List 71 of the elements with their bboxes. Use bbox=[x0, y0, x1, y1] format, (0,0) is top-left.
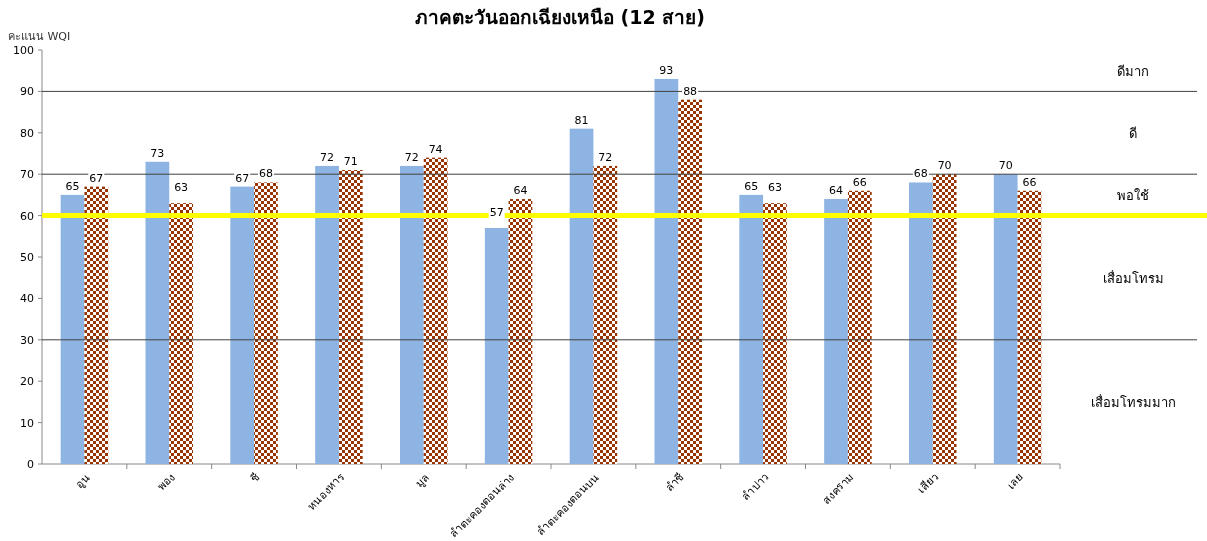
data-label: 66 bbox=[852, 175, 867, 189]
bar bbox=[932, 174, 957, 464]
bar bbox=[654, 78, 679, 464]
data-label: 70 bbox=[937, 159, 952, 173]
data-label: 72 bbox=[598, 150, 613, 164]
bar bbox=[254, 182, 278, 464]
bar bbox=[84, 186, 109, 464]
data-label: 63 bbox=[767, 181, 782, 195]
data-label: 65 bbox=[65, 179, 80, 193]
x-tick-label: อูน bbox=[72, 470, 93, 491]
bar bbox=[763, 203, 787, 464]
y-tick-label: 30 bbox=[20, 333, 34, 347]
y-tick-label: 100 bbox=[13, 44, 34, 57]
bar bbox=[824, 199, 848, 464]
y-tick-label: 80 bbox=[20, 126, 34, 140]
bar bbox=[484, 228, 509, 464]
bar bbox=[678, 99, 702, 464]
bar bbox=[569, 128, 594, 464]
bar bbox=[338, 170, 363, 464]
data-label: 73 bbox=[150, 146, 165, 160]
y-tick-label: 20 bbox=[20, 375, 34, 389]
bar bbox=[60, 194, 85, 464]
data-label: 68 bbox=[913, 167, 928, 181]
bar bbox=[400, 165, 424, 464]
data-label: 93 bbox=[659, 63, 674, 77]
y-tick-label: 50 bbox=[20, 251, 34, 264]
data-label: 72 bbox=[320, 150, 335, 164]
bar bbox=[169, 203, 193, 464]
data-label: 63 bbox=[174, 181, 189, 195]
y-tick-label: 70 bbox=[20, 168, 34, 182]
bar bbox=[508, 199, 533, 464]
data-label: 65 bbox=[744, 179, 759, 193]
data-label: 64 bbox=[513, 184, 528, 198]
x-tick-label: ชี bbox=[248, 470, 263, 486]
bar bbox=[593, 165, 618, 464]
data-label: 67 bbox=[235, 171, 250, 185]
chart-title: ภาคตะวันออกเฉียงเหนือ (12 สาย) bbox=[414, 6, 706, 28]
text: พอใช้ bbox=[1117, 187, 1149, 203]
y-tick-label: 10 bbox=[20, 416, 34, 430]
bar bbox=[230, 186, 255, 464]
data-label: 70 bbox=[998, 159, 1013, 173]
bar bbox=[847, 190, 872, 464]
y-tick-label: 40 bbox=[20, 292, 34, 306]
x-tick-label: มูล bbox=[412, 470, 432, 491]
data-label: 66 bbox=[1022, 175, 1037, 189]
data-label: 88 bbox=[683, 84, 698, 98]
bar bbox=[909, 182, 933, 464]
bar bbox=[315, 165, 339, 464]
bar bbox=[1017, 190, 1042, 464]
text: ดีมาก bbox=[1117, 63, 1149, 79]
data-label: 81 bbox=[574, 113, 589, 127]
data-label: 72 bbox=[404, 150, 419, 164]
x-tick-label: เลย bbox=[1004, 470, 1026, 493]
y-tick-label: 60 bbox=[20, 209, 34, 223]
text: ดี bbox=[1129, 125, 1137, 141]
data-label: 74 bbox=[428, 142, 443, 156]
y-axis-title: คะแนน WQI bbox=[8, 30, 71, 43]
bar bbox=[145, 161, 170, 464]
bar bbox=[993, 174, 1018, 464]
data-label: 64 bbox=[829, 184, 844, 198]
x-tick-label: พอง bbox=[154, 470, 178, 494]
data-label: 71 bbox=[343, 155, 358, 169]
bar bbox=[423, 157, 448, 464]
y-tick-label: 0 bbox=[27, 458, 34, 471]
data-label: 57 bbox=[489, 206, 504, 220]
y-tick-label: 90 bbox=[20, 85, 34, 99]
bar bbox=[739, 194, 764, 464]
data-label: 68 bbox=[258, 167, 273, 181]
data-label: 67 bbox=[89, 171, 104, 185]
text: เสื่อมโทรม bbox=[1102, 269, 1164, 286]
text: เสื่อมโทรมมาก bbox=[1090, 393, 1176, 410]
